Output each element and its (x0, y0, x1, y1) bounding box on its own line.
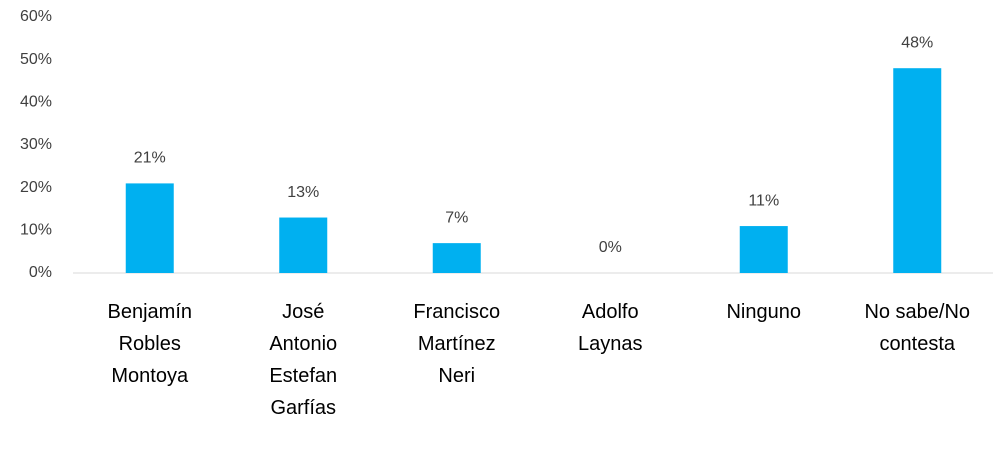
x-tick-label: Francisco Martínez Neri (413, 301, 501, 387)
value-label: 11% (748, 192, 779, 209)
bar (125, 183, 174, 273)
value-label: 0% (599, 239, 622, 256)
y-tick-label: 40% (20, 94, 52, 111)
x-tick-label: Adolfo Laynas (578, 301, 643, 355)
bar (279, 217, 328, 273)
y-tick-label: 10% (20, 222, 52, 239)
value-label: 13% (287, 184, 319, 201)
y-tick-label: 30% (20, 136, 52, 153)
x-tick-label: No sabe/No contesta (864, 301, 971, 355)
value-label: 7% (445, 209, 468, 226)
y-tick-label: 0% (29, 264, 52, 281)
value-label: 21% (134, 150, 166, 167)
y-tick-label: 60% (20, 8, 52, 25)
bar (893, 68, 942, 273)
x-tick-label: José Antonio Estefan Garfías (269, 301, 338, 419)
y-tick-label: 50% (20, 51, 52, 68)
value-label: 48% (901, 34, 933, 51)
y-tick-label: 20% (20, 179, 52, 196)
bar (739, 226, 788, 273)
bar (432, 243, 481, 273)
x-tick-label: Ninguno (726, 301, 801, 323)
x-tick-label: Benjamín Robles Montoya (107, 301, 193, 387)
